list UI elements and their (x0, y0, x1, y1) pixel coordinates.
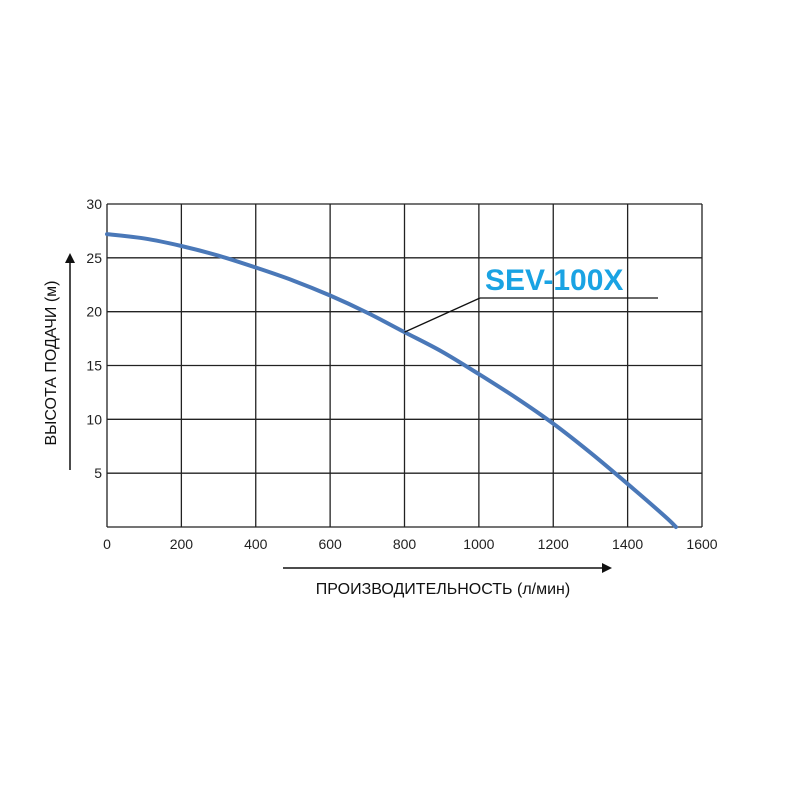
y-tick-label: 10 (86, 411, 102, 427)
x-tick-label: 1200 (538, 536, 569, 552)
y-tick-label: 20 (86, 304, 102, 320)
x-tick-label: 400 (244, 536, 268, 552)
x-tick-label: 1000 (463, 536, 494, 552)
series-label: SEV-100X (485, 264, 623, 297)
y-tick-label: 25 (86, 250, 102, 266)
y-tick-label: 5 (94, 465, 102, 481)
x-tick-label: 200 (170, 536, 194, 552)
x-axis-label: ПРОИЗВОДИТЕЛЬНОСТЬ (л/мин) (316, 581, 570, 598)
y-axis-label: ВЫСОТА ПОДАЧИ (м) (43, 281, 60, 446)
x-tick-label: 1600 (686, 536, 717, 552)
x-tick-label: 1400 (612, 536, 643, 552)
grid (106, 203, 703, 528)
series-leader-line (404, 297, 481, 333)
y-tick-label: 15 (86, 358, 102, 374)
y-tick-label: 30 (86, 196, 102, 212)
tick-labels: 0 200 400 600 800 1000 1200 1400 1600 5 10 15 20 25 30 (86, 196, 717, 552)
x-tick-label: 0 (103, 536, 111, 552)
x-tick-label: 800 (393, 536, 417, 552)
x-tick-label: 600 (318, 536, 342, 552)
